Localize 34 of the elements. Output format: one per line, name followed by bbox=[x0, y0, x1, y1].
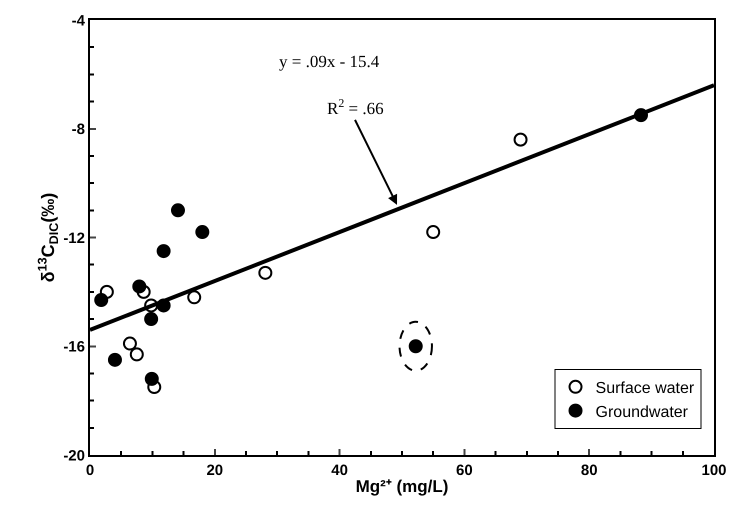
point bbox=[94, 293, 108, 308]
y-tick-label: -20 bbox=[63, 447, 85, 464]
point bbox=[144, 298, 158, 312]
x-tick-label: 20 bbox=[206, 462, 224, 479]
point bbox=[132, 279, 146, 294]
point bbox=[156, 244, 171, 258]
x-tick-label: 80 bbox=[580, 462, 598, 479]
x-tick-label: 60 bbox=[456, 462, 473, 479]
x-axis-title: Mg²⁺ (mg/L) bbox=[356, 476, 448, 496]
point bbox=[144, 312, 158, 326]
legend-label: Surface water bbox=[596, 380, 695, 398]
point bbox=[147, 380, 162, 394]
annotation: y = .09x - 15.4 bbox=[279, 52, 380, 71]
point bbox=[108, 352, 122, 367]
y-tick-label: -4 bbox=[72, 12, 86, 30]
point bbox=[195, 225, 210, 240]
point bbox=[187, 290, 202, 304]
annotation: R$^{2}$ = .66 bbox=[327, 96, 384, 118]
point bbox=[170, 203, 185, 218]
legend-label: Groundwater bbox=[596, 404, 689, 421]
y-tick-label: -16 bbox=[63, 338, 85, 356]
point bbox=[100, 284, 114, 299]
x-tick-label: 100 bbox=[701, 462, 727, 479]
point bbox=[136, 284, 151, 299]
y-tick-label: -12 bbox=[63, 230, 85, 247]
point bbox=[426, 225, 440, 240]
y-tick-label: -8 bbox=[72, 121, 85, 138]
point bbox=[144, 372, 159, 386]
point bbox=[514, 132, 528, 147]
x-tick-label: 40 bbox=[331, 462, 348, 479]
point bbox=[130, 347, 144, 362]
point bbox=[258, 266, 272, 280]
x-tick-label: 0 bbox=[86, 462, 94, 479]
point bbox=[122, 336, 137, 351]
